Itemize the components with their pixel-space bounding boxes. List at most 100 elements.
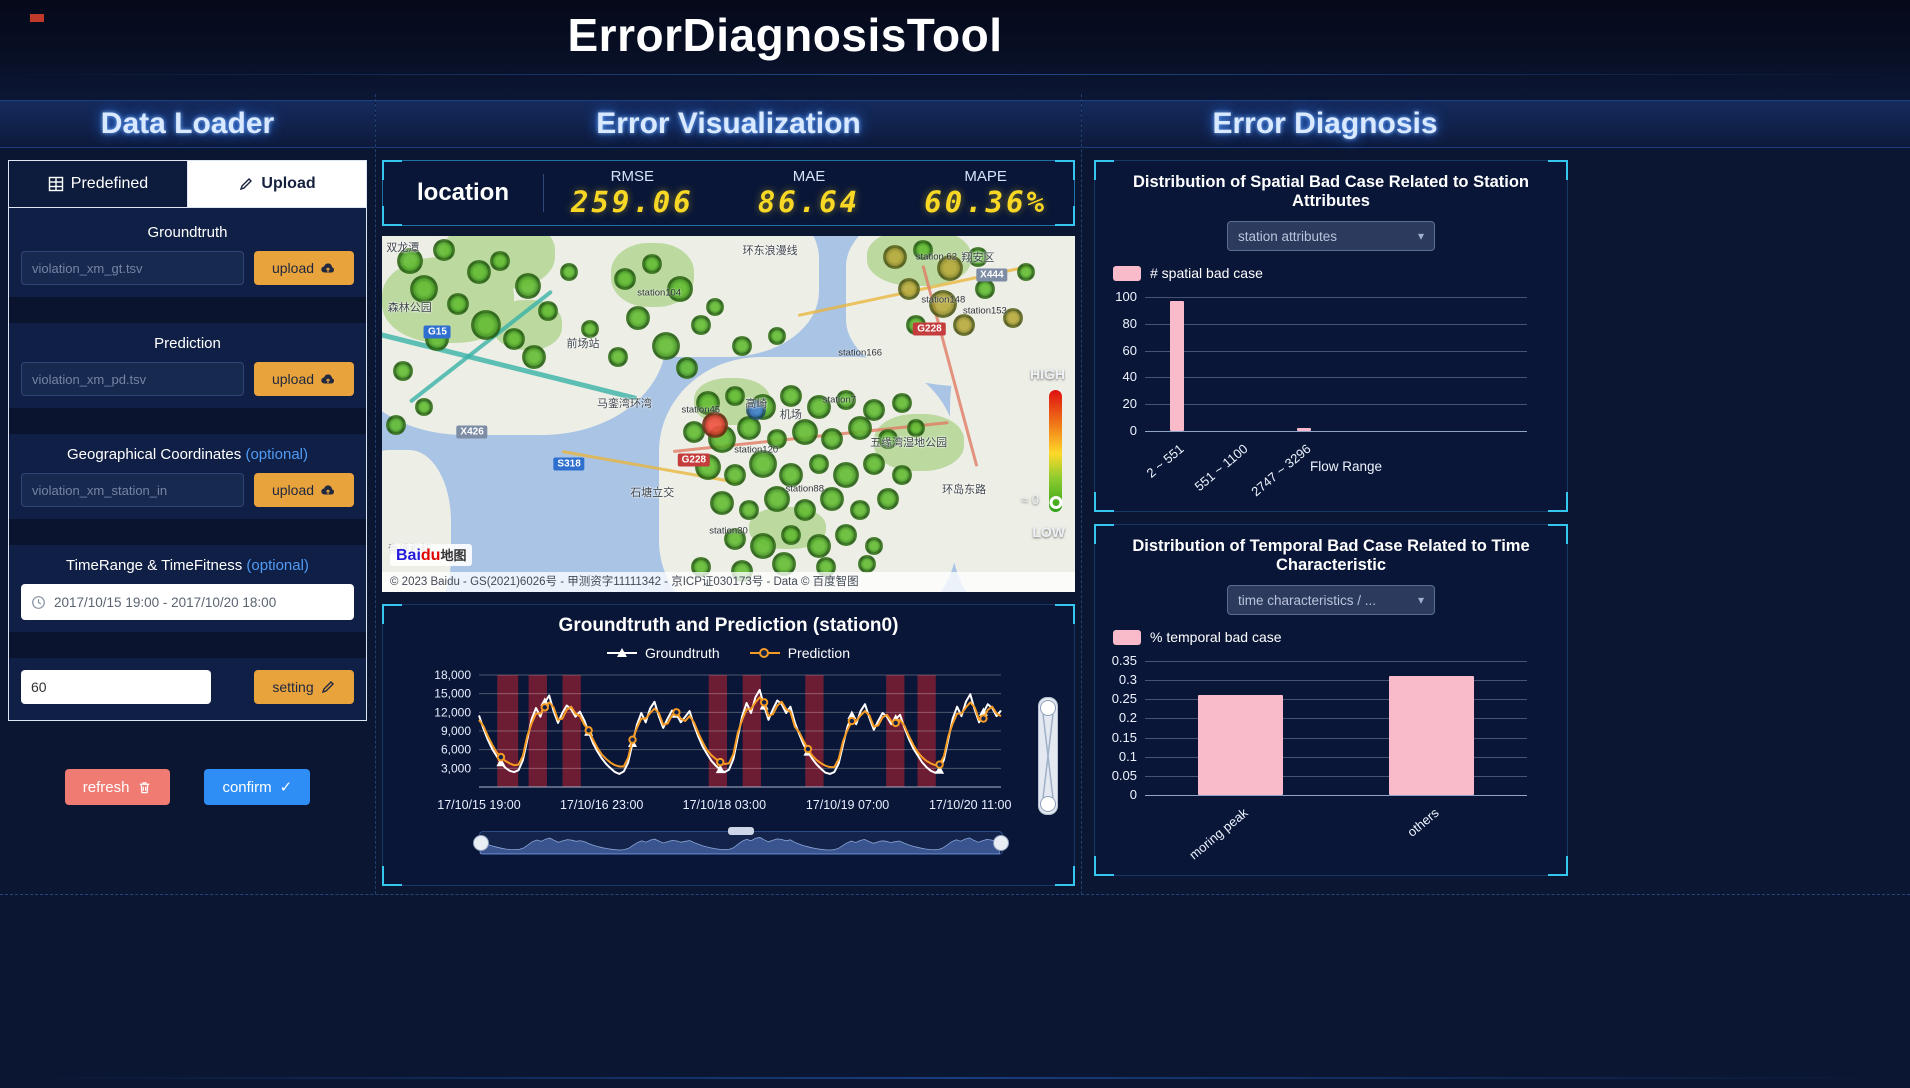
map-station-marker[interactable] [876, 488, 899, 511]
map-station-marker[interactable] [642, 254, 663, 275]
map-station-marker[interactable] [779, 385, 802, 408]
map-station-marker[interactable] [467, 259, 492, 284]
heat-knob[interactable] [1049, 496, 1062, 509]
map-station-marker[interactable] [433, 239, 456, 262]
map-station-marker[interactable] [705, 298, 724, 317]
map-station-marker[interactable] [409, 275, 438, 304]
map-station-marker[interactable] [912, 240, 933, 261]
map-station-marker[interactable] [891, 393, 912, 414]
map-station-marker[interactable] [724, 527, 747, 550]
map-station-marker[interactable] [833, 461, 860, 488]
bar[interactable] [1169, 301, 1184, 431]
map-station-marker[interactable] [701, 411, 728, 438]
map[interactable]: G15X426S318G228X444G228双龙潭森林公园前场站马銮湾环湾青礁… [382, 236, 1075, 592]
coordinates-upload-button[interactable]: upload [254, 473, 354, 507]
map-station-marker[interactable] [739, 500, 760, 521]
map-station-marker[interactable] [865, 536, 884, 555]
prediction-upload-button[interactable]: upload [254, 362, 354, 396]
map-station-marker[interactable] [1002, 307, 1023, 328]
prediction-file-input[interactable] [21, 362, 244, 396]
map-station-marker[interactable] [780, 525, 801, 546]
legend-item-groundtruth[interactable]: Groundtruth [607, 645, 720, 661]
map-station-marker[interactable] [385, 414, 406, 435]
temporal-characteristic-select[interactable]: time characteristics / ... ▾ [1227, 585, 1435, 615]
map-station-marker[interactable] [793, 499, 816, 522]
tab-upload[interactable]: Upload [187, 161, 366, 207]
map-station-marker[interactable] [392, 361, 413, 382]
datazoom-grip[interactable] [728, 827, 754, 835]
gt-pd-chart[interactable]: 3,000 6,000 9,000 12,000 15,000 18,000 17/10/1… [395, 663, 1074, 831]
map-station-marker[interactable] [447, 292, 470, 315]
map-station-marker[interactable] [848, 416, 873, 441]
map-station-marker[interactable] [850, 500, 871, 521]
timerange-input[interactable]: 2017/10/15 19:00 - 2017/10/20 18:00 [21, 584, 354, 620]
map-station-marker[interactable] [929, 289, 958, 318]
map-station-marker[interactable] [806, 394, 831, 419]
map-station-marker[interactable] [489, 250, 510, 271]
map-station-marker[interactable] [470, 310, 501, 340]
map-station-marker[interactable] [767, 428, 787, 449]
map-station-marker[interactable] [974, 279, 995, 300]
map-station-marker[interactable] [709, 491, 734, 515]
map-station-marker[interactable] [877, 428, 898, 449]
spatial-bar-chart[interactable]: 0 20 40 60 80 100 2 ~ 551 551 ~ 1100 2747 ~ 3296… [1095, 285, 1567, 511]
map-station-marker[interactable] [652, 332, 681, 361]
map-station-marker[interactable] [746, 400, 767, 421]
map-station-marker[interactable] [750, 532, 777, 559]
map-station-marker[interactable] [607, 347, 628, 368]
timefitness-input[interactable] [21, 670, 211, 704]
map-station-marker[interactable] [858, 554, 877, 573]
coordinates-file-input[interactable] [21, 473, 244, 507]
vertical-zoom-slider[interactable] [1038, 697, 1058, 815]
map-station-marker[interactable] [808, 453, 829, 474]
map-station-marker[interactable] [396, 247, 423, 274]
refresh-button[interactable]: refresh [64, 769, 171, 805]
map-station-marker[interactable] [953, 314, 976, 336]
map-station-marker[interactable] [835, 524, 858, 547]
map-station-marker[interactable] [897, 278, 920, 301]
bar[interactable] [1389, 676, 1474, 795]
map-station-marker[interactable] [863, 452, 886, 475]
map-station-marker[interactable] [906, 419, 925, 438]
map-station-marker[interactable] [724, 463, 747, 486]
map-station-marker[interactable] [725, 386, 746, 407]
map-station-marker[interactable] [626, 305, 651, 330]
map-station-marker[interactable] [806, 533, 831, 558]
map-station-marker[interactable] [863, 399, 886, 422]
legend-item-prediction[interactable]: Prediction [749, 645, 850, 661]
confirm-button[interactable]: confirm ✓ [204, 769, 311, 805]
map-station-marker[interactable] [690, 315, 711, 335]
map-station-marker[interactable] [967, 247, 988, 268]
vertical-zoom-bottom-handle[interactable] [1040, 796, 1056, 812]
bar[interactable] [1297, 428, 1312, 431]
map-station-marker[interactable] [514, 272, 541, 299]
datazoom-right-handle[interactable] [993, 835, 1009, 851]
map-station-marker[interactable] [675, 356, 698, 379]
datazoom-slider[interactable] [473, 827, 1009, 855]
map-station-marker[interactable] [778, 462, 803, 487]
vertical-zoom-top-handle[interactable] [1040, 700, 1056, 716]
map-station-marker[interactable] [538, 300, 559, 321]
map-station-marker[interactable] [1017, 262, 1036, 281]
bar[interactable] [1198, 695, 1283, 795]
tab-predefined[interactable]: Predefined [9, 161, 187, 207]
setting-button[interactable]: setting [254, 670, 354, 704]
map-station-marker[interactable] [580, 319, 599, 338]
spatial-chart-legend[interactable]: # spatial bad case [1113, 265, 1567, 281]
map-station-marker[interactable] [791, 418, 818, 445]
map-station-marker[interactable] [836, 389, 857, 410]
groundtruth-file-input[interactable] [21, 251, 244, 285]
spatial-attribute-select[interactable]: station attributes ▾ [1227, 221, 1435, 251]
map-station-marker[interactable] [768, 326, 786, 345]
map-station-marker[interactable] [414, 397, 433, 416]
map-station-marker[interactable] [821, 427, 844, 450]
map-station-marker[interactable] [764, 486, 790, 513]
map-station-marker[interactable] [937, 255, 964, 282]
map-station-marker[interactable] [560, 262, 579, 281]
map-station-marker[interactable] [613, 267, 636, 290]
map-station-marker[interactable] [502, 328, 525, 351]
temporal-chart-legend[interactable]: % temporal bad case [1113, 629, 1567, 645]
map-station-marker[interactable] [820, 487, 845, 512]
groundtruth-upload-button[interactable]: upload [254, 251, 354, 285]
datazoom-left-handle[interactable] [473, 835, 489, 851]
